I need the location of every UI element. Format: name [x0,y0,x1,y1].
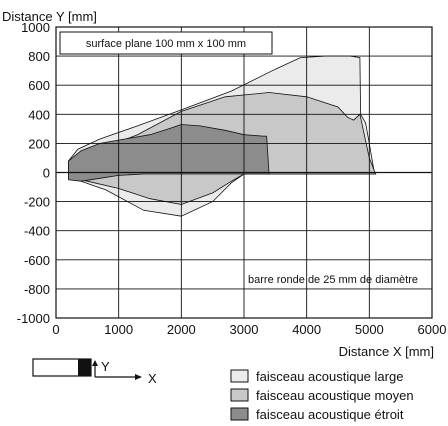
x-tick-label: 0 [52,322,59,337]
surface-annotation-box [59,31,273,55]
y-axis-label: Distance Y [mm] [2,9,97,24]
x-tick-label: 4000 [292,322,321,337]
x-tick-label: 2000 [167,322,196,337]
y-tick-label: -400 [24,224,50,239]
x-axis-label: Distance X [mm] [339,344,434,359]
y-tick-label: 800 [28,49,50,64]
legend-swatch-0 [230,369,249,383]
x-tick-label: 6000 [418,322,447,337]
legend-label-0: faisceau acoustique large [256,369,403,384]
x-tick-label: 5000 [355,322,384,337]
y-tick-label: -800 [24,282,50,297]
y-arrow-head [92,360,98,366]
legend-swatch-2 [230,407,249,421]
x-tick-label: 3000 [230,322,259,337]
plot-frame [55,26,433,319]
y-tick-label: -1000 [17,311,50,326]
y-direction-label: Y [101,359,110,374]
y-tick-label: 400 [28,107,50,122]
x-tick-label: 1000 [104,322,133,337]
y-tick-label: -600 [24,253,50,268]
x-tick-labels: 0 1000 2000 3000 4000 5000 6000 [52,322,446,337]
surface-annotation: surface plane 100 mm x 100 mm [86,38,246,50]
y-tick-label: -200 [24,195,50,210]
y-tick-label: 600 [28,78,50,93]
sensor-head [78,359,91,376]
y-tick-label: 0 [43,166,50,181]
legend-label-1: faisceau acoustique moyen [256,388,414,403]
grid-lines [56,27,432,318]
orientation-diagram: Y X [32,358,157,386]
y-tick-label: 200 [28,136,50,151]
rod-annotation: barre ronde de 25 mm de diamètre [248,274,418,286]
y-tick-label: 1000 [21,20,50,35]
y-tick-labels: -1000 -800 -600 -400 -200 0 200 400 600 800 1000 [17,20,50,326]
beam-areas [68,55,377,217]
legend-label-2: faisceau acoustique étroit [256,407,404,422]
x-direction-label: X [148,371,157,386]
legend-swatch-1 [230,388,249,402]
x-arrow-head [135,374,142,380]
legend: faisceau acoustique large faisceau acoust… [230,369,414,422]
